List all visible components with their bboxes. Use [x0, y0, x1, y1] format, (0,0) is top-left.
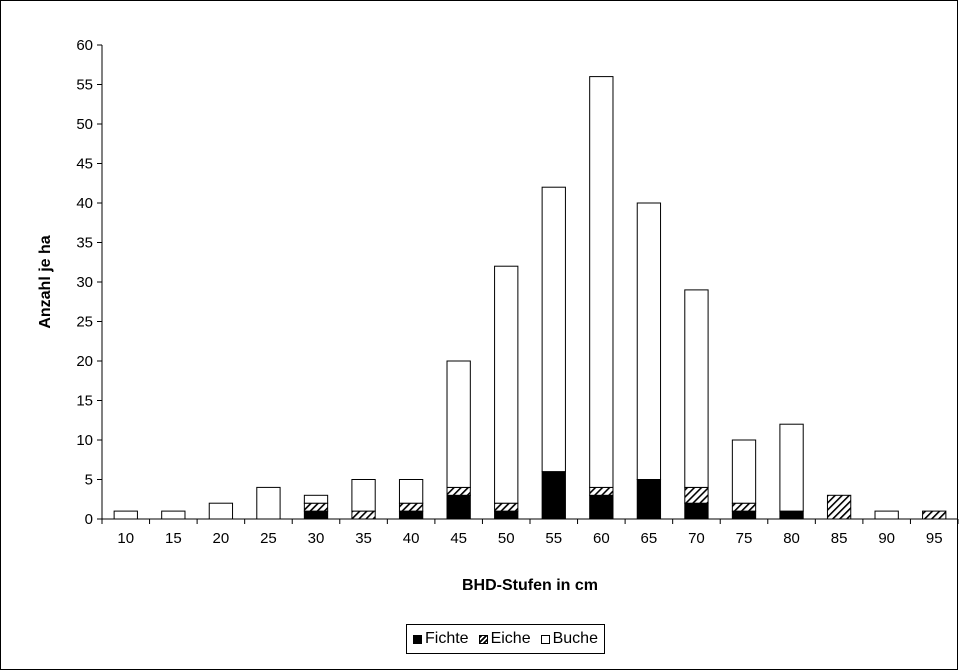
bar-segment-eiche-70 [684, 486, 709, 504]
bar-segment-eiche-30 [303, 502, 329, 512]
bar-segment-fichte-60 [589, 494, 614, 520]
bar-segment-fichte-50 [494, 510, 519, 520]
bar-segment-fichte-65 [636, 479, 662, 520]
bar-segment-buche-50 [494, 265, 519, 504]
bar-segment-eiche-45 [446, 486, 471, 496]
bar-segment-fichte-30 [303, 510, 329, 520]
bar-segment-buche-60 [589, 76, 614, 488]
x-tick-label: 80 [783, 530, 800, 547]
bar-segment-buche-30 [303, 494, 329, 504]
y-tick-label: 35 [76, 235, 93, 252]
y-tick-label: 55 [76, 77, 93, 94]
y-tick-label: 5 [85, 472, 93, 489]
bar-segment-eiche-50 [494, 502, 519, 512]
x-axis-ticks: 10 15 20 25 30 35 40 45 50 55 60 65 70 75 80 85 90 95 [101, 519, 959, 547]
legend-item-fichte: Fichte [413, 630, 469, 648]
bar-segment-fichte-75 [731, 510, 757, 520]
x-tick-label: 45 [450, 530, 467, 547]
bar-segment-buche-25 [256, 486, 281, 520]
bar-segment-eiche-40 [398, 502, 424, 512]
x-tick-label: 20 [213, 530, 230, 547]
x-tick-label: 50 [498, 530, 515, 547]
bar-segment-buche-75 [731, 439, 757, 504]
bar-segment-eiche-75 [731, 502, 757, 512]
y-tick-label: 45 [76, 156, 93, 173]
x-tick-label: 55 [545, 530, 562, 547]
x-tick-label: 75 [736, 530, 753, 547]
bar-segment-eiche-95 [922, 510, 947, 520]
x-tick-label: 70 [688, 530, 705, 547]
bar-segment-eiche-85 [826, 494, 852, 520]
bar-segment-buche-55 [541, 186, 566, 473]
bar-segment-buche-20 [208, 502, 234, 520]
bar-segment-buche-80 [779, 423, 804, 512]
x-tick-label: 10 [117, 530, 134, 547]
bar-segment-eiche-60 [589, 486, 614, 496]
bar-segment-buche-15 [161, 510, 186, 520]
y-tick-label: 60 [76, 37, 93, 54]
y-tick-label: 50 [76, 116, 93, 133]
bar-segment-buche-90 [874, 510, 899, 520]
x-tick-label: 95 [926, 530, 943, 547]
bar-segment-eiche-35 [351, 510, 376, 520]
x-tick-label: 15 [165, 530, 182, 547]
y-tick-label: 20 [76, 353, 93, 370]
x-tick-label: 35 [355, 530, 372, 547]
x-tick-label: 65 [641, 530, 658, 547]
bar-segment-fichte-40 [398, 510, 424, 520]
x-tick-label: 40 [403, 530, 420, 547]
fichte-swatch-icon [413, 634, 422, 644]
bar-segment-buche-40 [398, 479, 424, 504]
bar-segment-fichte-70 [684, 502, 709, 520]
legend-label-buche: Buche [552, 630, 598, 647]
x-tick-label: 85 [831, 530, 848, 547]
y-tick-label: 0 [85, 511, 93, 528]
legend-item-eiche: Eiche [478, 630, 531, 648]
y-tick-label: 30 [76, 274, 93, 291]
x-tick-label: 30 [308, 530, 325, 547]
bar-segment-fichte-45 [446, 494, 471, 520]
legend: Fichte Eiche Buche [406, 624, 605, 654]
x-axis-title: BHD-Stufen in cm [462, 577, 598, 594]
eiche-swatch-icon [478, 634, 488, 644]
bar-segment-buche-35 [351, 479, 376, 512]
y-tick-label: 40 [76, 195, 93, 212]
y-axis-title: Anzahl je ha [37, 235, 54, 328]
legend-label-fichte: Fichte [425, 630, 469, 647]
y-tick-label: 25 [76, 314, 93, 331]
y-tick-label: 10 [76, 432, 93, 449]
legend-label-eiche: Eiche [490, 630, 531, 647]
legend-item-buche: Buche [540, 630, 598, 648]
bar-segment-fichte-55 [541, 471, 566, 520]
bar-segment-buche-45 [446, 360, 471, 488]
bar-segment-fichte-80 [779, 510, 804, 520]
y-tick-label: 15 [76, 393, 93, 410]
x-tick-label: 90 [878, 530, 895, 547]
bar-segment-buche-70 [684, 289, 709, 488]
bars-group [113, 76, 947, 520]
x-tick-label: 25 [260, 530, 277, 547]
x-tick-label: 60 [593, 530, 610, 547]
bar-segment-buche-65 [636, 202, 662, 480]
bar-segment-buche-10 [113, 510, 138, 520]
buche-swatch-icon [540, 634, 550, 644]
y-axis-ticks: 0 5 10 15 20 25 30 35 40 45 50 55 60 [76, 37, 102, 528]
